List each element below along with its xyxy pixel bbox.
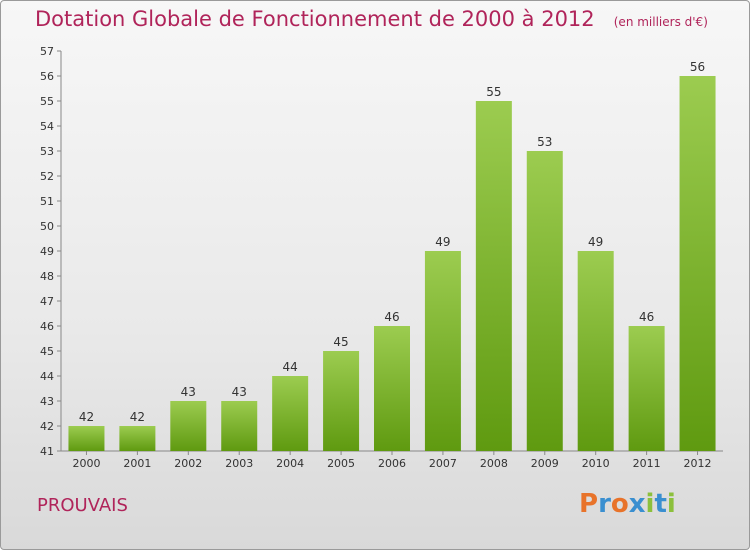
y-tick-label: 56 — [40, 70, 54, 83]
x-tick-label: 2008 — [480, 457, 508, 470]
y-tick-label: 44 — [40, 370, 54, 383]
y-tick-label: 45 — [40, 345, 54, 358]
bar — [577, 251, 614, 451]
bar — [323, 351, 360, 451]
bar — [526, 151, 563, 451]
bar — [628, 326, 665, 451]
bar-value-label: 42 — [79, 410, 94, 424]
bar — [679, 76, 716, 451]
y-tick-label: 53 — [40, 145, 54, 158]
bar-value-label: 43 — [232, 385, 247, 399]
bar — [272, 376, 309, 451]
bar-value-label: 45 — [333, 335, 348, 349]
y-tick-label: 43 — [40, 395, 54, 408]
bar — [68, 426, 105, 451]
x-tick-label: 2002 — [174, 457, 202, 470]
x-tick-label: 2012 — [684, 457, 712, 470]
chart-subtitle: (en milliers d'€) — [613, 15, 708, 29]
bar-value-label: 56 — [690, 60, 705, 74]
x-tick-label: 2011 — [633, 457, 661, 470]
logo-letter: i — [645, 489, 655, 519]
x-tick-label: 2004 — [276, 457, 304, 470]
y-tick-label: 54 — [40, 120, 54, 133]
bar — [475, 101, 512, 451]
bar-value-label: 43 — [181, 385, 196, 399]
bar — [119, 426, 156, 451]
logo-letter: i — [666, 489, 676, 519]
y-tick-label: 51 — [40, 195, 54, 208]
logo-letter: P — [579, 489, 599, 519]
y-tick-label: 46 — [40, 320, 54, 333]
y-tick-label: 50 — [40, 220, 54, 233]
logo-letter: t — [654, 489, 667, 519]
bar-value-label: 49 — [435, 235, 450, 249]
y-tick-label: 52 — [40, 170, 54, 183]
chart-header: Dotation Globale de Fonctionnement de 20… — [35, 7, 708, 31]
bar-value-label: 44 — [283, 360, 298, 374]
logo-letter: x — [628, 489, 646, 519]
bar-value-label: 55 — [486, 85, 501, 99]
x-tick-label: 2001 — [123, 457, 151, 470]
x-tick-label: 2009 — [531, 457, 559, 470]
bar-value-label: 53 — [537, 135, 552, 149]
x-tick-label: 2006 — [378, 457, 406, 470]
bar-value-label: 49 — [588, 235, 603, 249]
x-tick-label: 2007 — [429, 457, 457, 470]
x-tick-label: 2010 — [582, 457, 610, 470]
bar — [221, 401, 258, 451]
commune-name: PROUVAIS — [37, 495, 128, 516]
y-tick-label: 47 — [40, 295, 54, 308]
bar — [374, 326, 410, 451]
y-tick-label: 42 — [40, 420, 54, 433]
bar-value-label: 46 — [384, 310, 399, 324]
bar-value-label: 42 — [130, 410, 145, 424]
y-tick-label: 41 — [40, 445, 54, 458]
x-tick-label: 2003 — [225, 457, 253, 470]
bar — [170, 401, 207, 451]
y-tick-label: 57 — [40, 45, 54, 58]
y-tick-label: 49 — [40, 245, 54, 258]
x-tick-label: 2005 — [327, 457, 355, 470]
y-tick-label: 55 — [40, 95, 54, 108]
x-tick-label: 2000 — [72, 457, 100, 470]
chart-title: Dotation Globale de Fonctionnement de 20… — [35, 7, 595, 31]
bar-value-label: 46 — [639, 310, 654, 324]
logo-letter: r — [598, 489, 611, 519]
bar — [424, 251, 461, 451]
proxiti-logo: Proxiti — [579, 489, 676, 519]
logo-letter: o — [610, 489, 629, 519]
y-tick-label: 48 — [40, 270, 54, 283]
